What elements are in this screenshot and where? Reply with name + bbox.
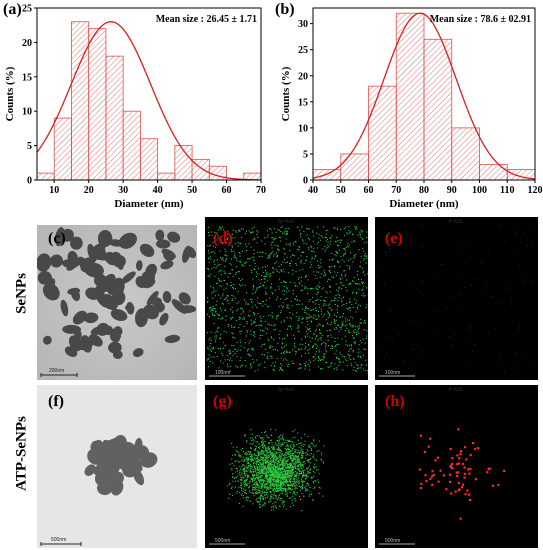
map-title-h: P Kα1 <box>449 387 463 393</box>
scale-label-f: 500nm <box>51 537 66 543</box>
hist-b-ytick-label-4: 20 <box>298 71 308 82</box>
map-title-d: Se Kα1 <box>278 219 295 225</box>
scale-label-c: 200nm <box>49 368 64 374</box>
tem-image-senps: 200nm <box>37 225 197 380</box>
hist-a-ytick-label-1: 5 <box>27 141 32 152</box>
hist-b-ytick-label-2: 10 <box>298 123 308 134</box>
scale-label-e: 100nm <box>385 370 400 376</box>
hist-b-ytick-label-6: 30 <box>298 19 308 30</box>
hist-b-ytick-label-1: 5 <box>303 149 308 160</box>
hist-b-annotation: Mean size : 78.6 ± 02.91 <box>430 14 531 25</box>
hist-b-ytick-label-3: 15 <box>298 97 308 108</box>
hist-b-ytick-label-5: 25 <box>298 45 308 56</box>
panel-label-c: (c) <box>48 230 66 247</box>
histogram-a: 10 20 30 40 50 60 70 0 5 10 15 20 25 Diameter (nm) Cou… <box>0 0 270 215</box>
hist-a-bar-0 <box>36 172 55 181</box>
hist-b-bar-3 <box>395 12 425 181</box>
hist-a-ytick-label-3: 15 <box>22 72 32 83</box>
hist-b-bar-5 <box>451 127 480 181</box>
hist-a-ytick-label-0: 0 <box>27 176 32 187</box>
hist-b-xlabel: Diameter (nm) <box>389 198 458 210</box>
eds-map-se-senps: Se Kα1 100nm <box>205 217 368 380</box>
hist-a-plot-frame <box>36 7 262 181</box>
tem-image-atp-senps: 500nm <box>37 385 197 548</box>
hist-a-xtick-label-4: 50 <box>187 185 197 196</box>
hist-a-xlabel: Diameter (nm) <box>114 198 183 210</box>
hist-a-xtick-label-1: 20 <box>84 185 94 196</box>
eds-map-p-senps: P Kα1 100nm <box>375 217 538 380</box>
panel-label-b: (b) <box>275 1 295 18</box>
hist-a-bar-2 <box>71 21 90 181</box>
panel-label-d: (d) <box>213 230 233 247</box>
row-label-senps: SeNPs <box>13 273 30 314</box>
hist-b-xtick-label-6: 100 <box>472 185 487 196</box>
map-title-g: Se Kα1 <box>278 387 295 393</box>
hist-a-annotation: Mean size : 26.45 ± 1.71 <box>156 14 257 25</box>
eds-map-p-atp-senps: P Kα1 500nm <box>375 385 538 548</box>
hist-a-xtick-label-3: 40 <box>153 185 163 196</box>
hist-a-bar-4 <box>105 55 124 181</box>
hist-a-xtick-label-6: 70 <box>256 185 266 196</box>
panel-label-a: (a) <box>3 1 22 18</box>
eds-map-se-atp-senps: Se Kα1 500nm <box>205 385 368 548</box>
hist-b-xtick-label-8: 120 <box>528 185 543 196</box>
scale-label-h: 500nm <box>385 538 400 544</box>
panel-label-g: (g) <box>213 393 232 410</box>
panel-label-e: (e) <box>385 230 403 247</box>
hist-b-bar-1 <box>340 153 369 181</box>
hist-a-fit-curve <box>36 21 262 181</box>
hist-a-ytick-label-2: 10 <box>22 107 32 118</box>
scale-label-d: 100nm <box>215 370 230 376</box>
hist-b-ytick-label-0: 0 <box>303 176 308 187</box>
hist-b-xtick-label-3: 70 <box>391 185 401 196</box>
hist-b-xtick-label-0: 40 <box>308 185 318 196</box>
hist-a-bar-3 <box>88 28 107 181</box>
map-title-e: P Kα1 <box>449 219 463 225</box>
hist-b-xtick-label-1: 50 <box>336 185 346 196</box>
hist-a-ytick-label-5: 25 <box>22 4 32 15</box>
histogram-a-svg: 10 20 30 40 50 60 70 0 5 10 15 20 25 Diameter (nm) Cou… <box>4 4 266 211</box>
hist-b-ylabel: Counts (%) <box>280 66 292 121</box>
hist-b-bar-6 <box>479 163 508 181</box>
hist-a-xtick-label-0: 10 <box>49 185 59 196</box>
hist-a-bar-5 <box>122 110 141 181</box>
hist-a-ylabel: Counts (%) <box>4 66 16 121</box>
hist-a-xtick-label-2: 30 <box>118 185 128 196</box>
hist-a-ytick-label-4: 20 <box>22 38 32 49</box>
histogram-b-svg: 40 50 60 70 80 90 100 110 120 0 5 10 15 20 25 30 Diamete… <box>280 7 543 210</box>
hist-b-bar-2 <box>368 85 397 181</box>
hist-b-xtick-label-4: 80 <box>419 185 429 196</box>
hist-b-bar-4 <box>423 38 453 181</box>
hist-b-xtick-label-7: 110 <box>500 185 514 196</box>
hist-a-bar-1 <box>53 117 72 181</box>
row-label-atp-senps: ATP-SeNPs <box>13 416 30 491</box>
hist-b-xtick-label-2: 60 <box>364 185 374 196</box>
hist-b-xtick-label-5: 90 <box>447 185 457 196</box>
hist-b-fit-curve <box>312 12 536 180</box>
hist-a-bar-7 <box>157 172 176 181</box>
hist-a-bar-6 <box>139 138 159 181</box>
histogram-b: 40 50 60 70 80 90 100 110 120 0 5 10 15 20 25 30 Diamete… <box>272 0 543 215</box>
panel-label-f: (f) <box>48 393 64 410</box>
panel-label-h: (h) <box>385 393 405 410</box>
scale-label-g: 500nm <box>215 538 230 544</box>
hist-a-xtick-label-5: 60 <box>222 185 232 196</box>
